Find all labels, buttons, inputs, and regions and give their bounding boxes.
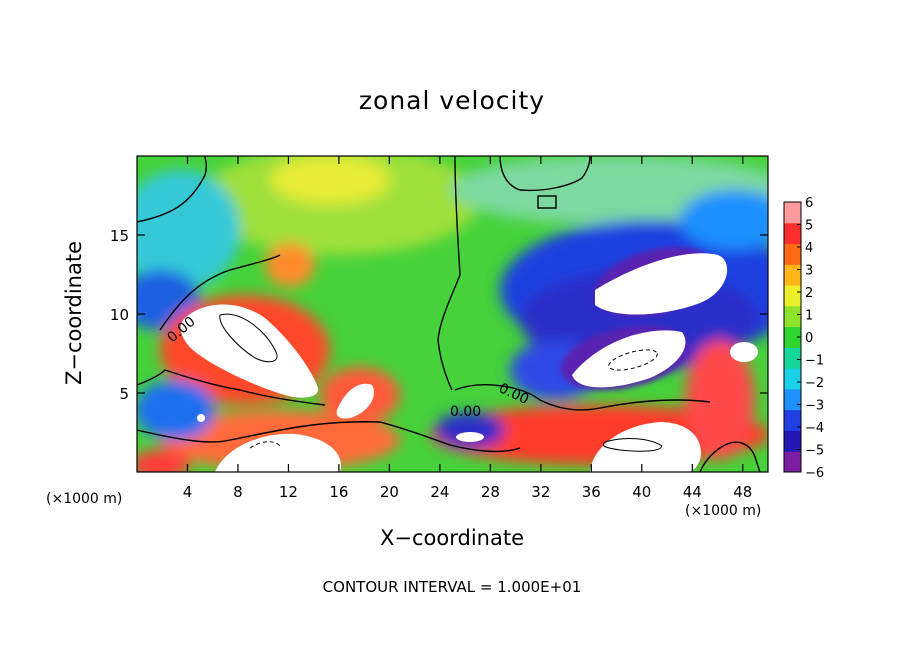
contour-line <box>249 441 281 449</box>
saturated-region <box>180 304 319 398</box>
y-axis-label: Z−coordinate <box>62 241 86 385</box>
colorbar-tick-label: −5 <box>805 444 824 459</box>
colorbar-tick-label: −4 <box>805 421 824 436</box>
x-tick-label: 20 <box>380 483 399 501</box>
field-patch <box>685 340 755 460</box>
y-tick-label: 15 <box>110 227 129 245</box>
colorbar-tick-label: 3 <box>805 264 813 279</box>
x-tick-label: 44 <box>683 483 702 501</box>
x-tick-label: 4 <box>183 483 193 501</box>
colorbar-tick-label: −2 <box>805 376 824 391</box>
saturated-region <box>456 432 484 442</box>
y-axis-ticks: 5 10 15 <box>110 227 768 403</box>
colorbar-tick-label: 2 <box>805 286 813 301</box>
saturated-region <box>215 433 341 472</box>
saturated-region <box>730 342 758 362</box>
saturated-region <box>590 422 701 472</box>
x-tick-label: 28 <box>481 483 500 501</box>
colorbar-swatch <box>784 409 801 431</box>
x-axis-ticks: 4 8 12 16 20 24 28 32 36 40 44 48 <box>183 156 752 501</box>
x-unit-label-right: (×1000 m) <box>685 503 762 519</box>
colorbar-swatch <box>784 305 801 328</box>
colorbar-swatch <box>784 243 801 265</box>
x-tick-label: 16 <box>329 483 348 501</box>
x-unit-label-left: (×1000 m) <box>46 491 123 507</box>
colorbar-swatch <box>784 222 801 245</box>
contour-label: 0.00 <box>450 404 481 420</box>
saturated-region <box>572 330 686 388</box>
colorbar-tick-label: −3 <box>805 399 824 414</box>
field-patch <box>265 243 315 287</box>
colorbar-tick-label: −1 <box>805 354 824 369</box>
colorbar: 6 5 4 3 2 1 0 −1 −2 −3 −4 −5 −6 <box>783 196 824 481</box>
x-tick-label: 24 <box>430 483 449 501</box>
colorbar-tick-label: 4 <box>805 241 813 256</box>
chart-title: zonal velocity <box>358 86 546 115</box>
field-patch <box>270 156 390 205</box>
field-patch <box>680 190 768 250</box>
x-axis-label: X−coordinate <box>380 526 524 550</box>
colorbar-tick-label: 6 <box>805 196 813 211</box>
colorbar-tick-label: 1 <box>805 309 813 324</box>
y-tick-label: 10 <box>110 306 129 324</box>
colorbar-tick-label: 0 <box>805 331 813 346</box>
field-patch <box>137 380 215 440</box>
colorbar-swatch <box>784 451 801 473</box>
heatmap-field <box>137 156 768 472</box>
field-patch <box>435 412 505 448</box>
colorbar-swatch <box>784 347 801 369</box>
zero-contour-line <box>159 254 281 331</box>
zero-contour-line <box>699 441 761 472</box>
colorbar-swatch <box>784 285 801 307</box>
colorbar-tick-label: 5 <box>805 219 813 234</box>
zero-contour-line <box>537 195 557 209</box>
colorbar-swatch <box>784 388 801 411</box>
saturated-region <box>595 253 728 315</box>
field-patch <box>137 450 190 472</box>
x-tick-label: 8 <box>233 483 243 501</box>
y-tick-label: 5 <box>119 385 129 403</box>
field-patch <box>137 170 240 290</box>
contour-interval-note: CONTOUR INTERVAL = 1.000E+01 <box>322 578 582 596</box>
saturated-region <box>336 383 374 419</box>
x-tick-label: 36 <box>582 483 601 501</box>
colorbar-swatch <box>784 430 801 452</box>
contour-line <box>602 438 663 452</box>
zero-contour-line <box>437 156 461 391</box>
saturated-region <box>197 414 205 422</box>
colorbar-swatch <box>784 368 801 390</box>
colorbar-swatch <box>784 326 801 348</box>
colorbar-tick-label: −6 <box>805 466 824 481</box>
zero-contour-line <box>137 421 521 453</box>
field-patch <box>200 156 480 255</box>
x-tick-label: 12 <box>279 483 298 501</box>
zero-contour-line <box>137 156 208 223</box>
contour-line <box>219 313 278 363</box>
x-tick-label: 48 <box>733 483 752 501</box>
colorbar-swatch <box>784 202 801 224</box>
colorbar-swatch <box>784 264 801 286</box>
zero-contour-line <box>137 369 326 406</box>
zero-contour-line <box>499 156 591 192</box>
zero-contour-line <box>454 384 711 411</box>
x-tick-label: 40 <box>632 483 651 501</box>
x-tick-label: 32 <box>531 483 550 501</box>
